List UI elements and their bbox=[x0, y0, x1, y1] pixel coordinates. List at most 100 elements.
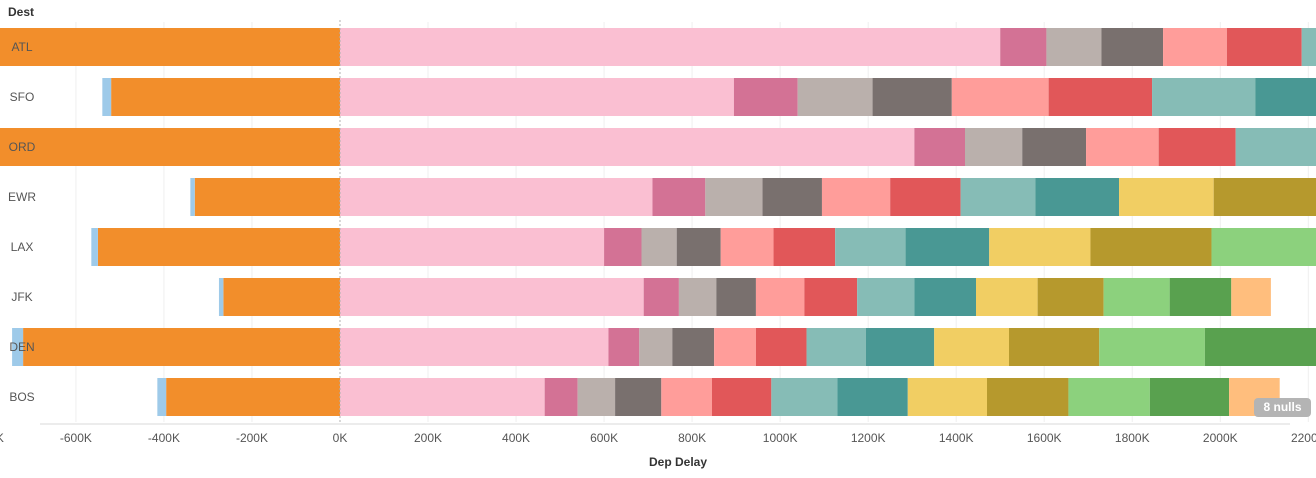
bar-ewr-s8[interactable] bbox=[1035, 178, 1120, 216]
bar-den-s7[interactable] bbox=[806, 328, 866, 366]
bar-den-s4[interactable] bbox=[672, 328, 715, 366]
bar-jfk-s7[interactable] bbox=[857, 278, 915, 316]
bar-sfo-s7[interactable] bbox=[1152, 78, 1256, 116]
bar-jfk-s4[interactable] bbox=[716, 278, 756, 316]
bar-lax-neg-large[interactable] bbox=[97, 228, 340, 266]
bar-den-s12[interactable] bbox=[1204, 328, 1316, 366]
bar-bos-neg-large[interactable] bbox=[166, 378, 340, 416]
bar-jfk-s2[interactable] bbox=[643, 278, 679, 316]
bar-atl-s3[interactable] bbox=[1046, 28, 1102, 66]
bar-lax-s8[interactable] bbox=[905, 228, 990, 266]
bar-den-s6[interactable] bbox=[755, 328, 807, 366]
bar-atl-neg-large[interactable] bbox=[0, 28, 340, 66]
bar-sfo-neg-small[interactable] bbox=[102, 78, 112, 116]
bar-ord-s2[interactable] bbox=[914, 128, 965, 166]
bar-bos-s11[interactable] bbox=[1068, 378, 1150, 416]
bar-den-neg-small[interactable] bbox=[12, 328, 24, 366]
bar-ewr-s2[interactable] bbox=[652, 178, 706, 216]
bars-layer bbox=[0, 28, 1316, 416]
bar-lax-s1[interactable] bbox=[340, 228, 605, 266]
bar-lax-s10[interactable] bbox=[1090, 228, 1212, 266]
nulls-badge[interactable]: 8 nulls bbox=[1254, 398, 1311, 417]
bar-den-s8[interactable] bbox=[865, 328, 935, 366]
bar-sfo-s5[interactable] bbox=[951, 78, 1049, 116]
bar-bos-s1[interactable] bbox=[340, 378, 545, 416]
bar-bos-s4[interactable] bbox=[615, 378, 662, 416]
bar-den-s11[interactable] bbox=[1099, 328, 1205, 366]
bar-bos-s12[interactable] bbox=[1149, 378, 1230, 416]
bar-lax-s4[interactable] bbox=[676, 228, 721, 266]
bar-ord-s4[interactable] bbox=[1022, 128, 1087, 166]
bar-bos-s2[interactable] bbox=[544, 378, 578, 416]
bar-jfk-s12[interactable] bbox=[1169, 278, 1232, 316]
bar-ord-neg-large[interactable] bbox=[0, 128, 341, 166]
bar-den-s9[interactable] bbox=[934, 328, 1010, 366]
bar-ewr-neg-small[interactable] bbox=[190, 178, 195, 216]
bar-ewr-s9[interactable] bbox=[1119, 178, 1214, 216]
bar-ewr-s6[interactable] bbox=[890, 178, 961, 216]
bar-jfk-s10[interactable] bbox=[1037, 278, 1104, 316]
bar-jfk-s9[interactable] bbox=[976, 278, 1038, 316]
bar-bos-s3[interactable] bbox=[577, 378, 616, 416]
bar-sfo-s4[interactable] bbox=[872, 78, 952, 116]
bar-ewr-s4[interactable] bbox=[762, 178, 822, 216]
bar-ewr-s5[interactable] bbox=[821, 178, 891, 216]
bar-den-s5[interactable] bbox=[714, 328, 756, 366]
bar-ord-s5[interactable] bbox=[1086, 128, 1159, 166]
bar-lax-s7[interactable] bbox=[835, 228, 906, 266]
bar-den-s3[interactable] bbox=[639, 328, 673, 366]
bar-jfk-s5[interactable] bbox=[755, 278, 805, 316]
bar-atl-s7[interactable] bbox=[1301, 28, 1316, 66]
bar-bos-s8[interactable] bbox=[837, 378, 908, 416]
bar-atl-s4[interactable] bbox=[1101, 28, 1164, 66]
category-label-atl: ATL bbox=[11, 40, 32, 54]
bar-ord-s1[interactable] bbox=[340, 128, 915, 166]
bar-lax-s9[interactable] bbox=[989, 228, 1091, 266]
bar-ewr-s3[interactable] bbox=[705, 178, 763, 216]
bar-jfk-s8[interactable] bbox=[914, 278, 977, 316]
bar-jfk-s1[interactable] bbox=[340, 278, 644, 316]
bar-jfk-s11[interactable] bbox=[1103, 278, 1170, 316]
bar-sfo-s6[interactable] bbox=[1048, 78, 1153, 116]
x-tick-label: -200K bbox=[236, 431, 268, 445]
bar-ord-s6[interactable] bbox=[1158, 128, 1236, 166]
bar-ewr-s7[interactable] bbox=[960, 178, 1036, 216]
bar-atl-s2[interactable] bbox=[1000, 28, 1047, 66]
bar-sfo-s1[interactable] bbox=[340, 78, 734, 116]
bar-atl-s5[interactable] bbox=[1163, 28, 1227, 66]
bar-den-s1[interactable] bbox=[340, 328, 609, 366]
bar-jfk-s6[interactable] bbox=[804, 278, 858, 316]
bar-bos-s9[interactable] bbox=[907, 378, 988, 416]
bar-bos-s10[interactable] bbox=[987, 378, 1069, 416]
bar-jfk-s3[interactable] bbox=[678, 278, 717, 316]
bar-bos-s6[interactable] bbox=[711, 378, 772, 416]
x-tick-label: 200K bbox=[414, 431, 442, 445]
bar-atl-s1[interactable] bbox=[340, 28, 1001, 66]
bar-ewr-neg-large[interactable] bbox=[194, 178, 340, 216]
bar-ord-s7[interactable] bbox=[1235, 128, 1316, 166]
bar-sfo-s3[interactable] bbox=[797, 78, 873, 116]
bar-sfo-s2[interactable] bbox=[733, 78, 798, 116]
bar-sfo-s8[interactable] bbox=[1255, 78, 1316, 116]
bar-bos-neg-small[interactable] bbox=[157, 378, 167, 416]
bar-jfk-neg-large[interactable] bbox=[223, 278, 340, 316]
bar-bos-s5[interactable] bbox=[661, 378, 712, 416]
bar-lax-neg-small[interactable] bbox=[91, 228, 98, 266]
x-tick-label: 1400K bbox=[939, 431, 974, 445]
bar-atl-s6[interactable] bbox=[1226, 28, 1302, 66]
bar-den-s2[interactable] bbox=[608, 328, 640, 366]
bar-den-s10[interactable] bbox=[1009, 328, 1100, 366]
bar-jfk-s13[interactable] bbox=[1231, 278, 1271, 316]
bar-ewr-s10[interactable] bbox=[1213, 178, 1316, 216]
bar-ewr-s1[interactable] bbox=[340, 178, 653, 216]
bar-lax-s11[interactable] bbox=[1211, 228, 1316, 266]
bar-sfo-neg-large[interactable] bbox=[111, 78, 340, 116]
bar-ord-s3[interactable] bbox=[965, 128, 1023, 166]
bar-lax-s3[interactable] bbox=[641, 228, 677, 266]
bar-jfk-neg-small[interactable] bbox=[218, 278, 224, 316]
bar-lax-s2[interactable] bbox=[604, 228, 642, 266]
bar-lax-s5[interactable] bbox=[720, 228, 774, 266]
bar-den-neg-large[interactable] bbox=[23, 328, 340, 366]
bar-bos-s7[interactable] bbox=[771, 378, 838, 416]
bar-lax-s6[interactable] bbox=[773, 228, 836, 266]
